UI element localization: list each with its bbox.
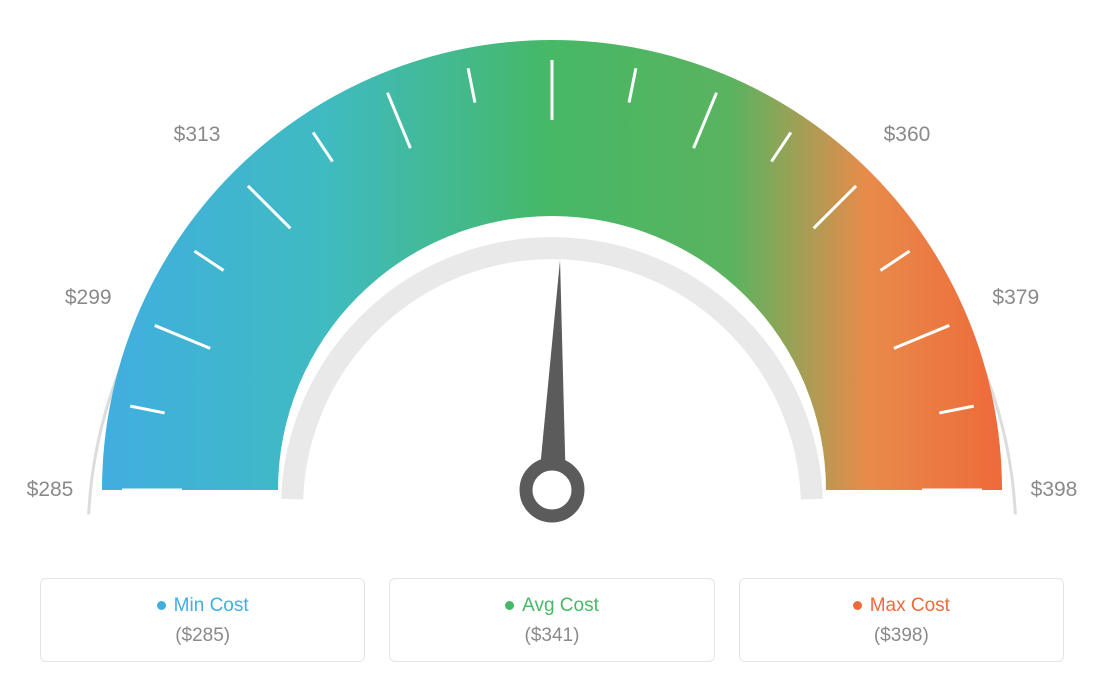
legend-title-min: Min Cost (51, 595, 354, 617)
legend-dot-max (853, 601, 862, 610)
gauge-svg (0, 0, 1104, 560)
legend-value-avg: ($341) (400, 625, 703, 647)
gauge-tick-label: $360 (884, 123, 931, 147)
legend-card-max: Max Cost ($398) (739, 578, 1064, 662)
legend-title-avg: Avg Cost (400, 595, 703, 617)
gauge-tick-label: $285 (27, 478, 74, 502)
legend-title-max: Max Cost (750, 595, 1053, 617)
gauge-tick-label: $379 (992, 286, 1039, 310)
legend-row: Min Cost ($285) Avg Cost ($341) Max Cost… (40, 578, 1064, 662)
chart-container: $285$299$313$341$360$379$398 Min Cost ($… (0, 0, 1104, 690)
legend-card-min: Min Cost ($285) (40, 578, 365, 662)
legend-card-avg: Avg Cost ($341) (389, 578, 714, 662)
legend-value-min: ($285) (51, 625, 354, 647)
legend-dot-min (157, 601, 166, 610)
legend-label-avg: Avg Cost (522, 595, 599, 616)
legend-value-max: ($398) (750, 625, 1053, 647)
gauge-tick-label: $299 (65, 286, 112, 310)
gauge-tick-label: $313 (174, 123, 221, 147)
legend-dot-avg (505, 601, 514, 610)
gauge-chart: $285$299$313$341$360$379$398 (0, 0, 1104, 560)
legend-label-min: Min Cost (174, 595, 249, 616)
legend-label-max: Max Cost (870, 595, 950, 616)
gauge-tick-label: $398 (1031, 478, 1078, 502)
